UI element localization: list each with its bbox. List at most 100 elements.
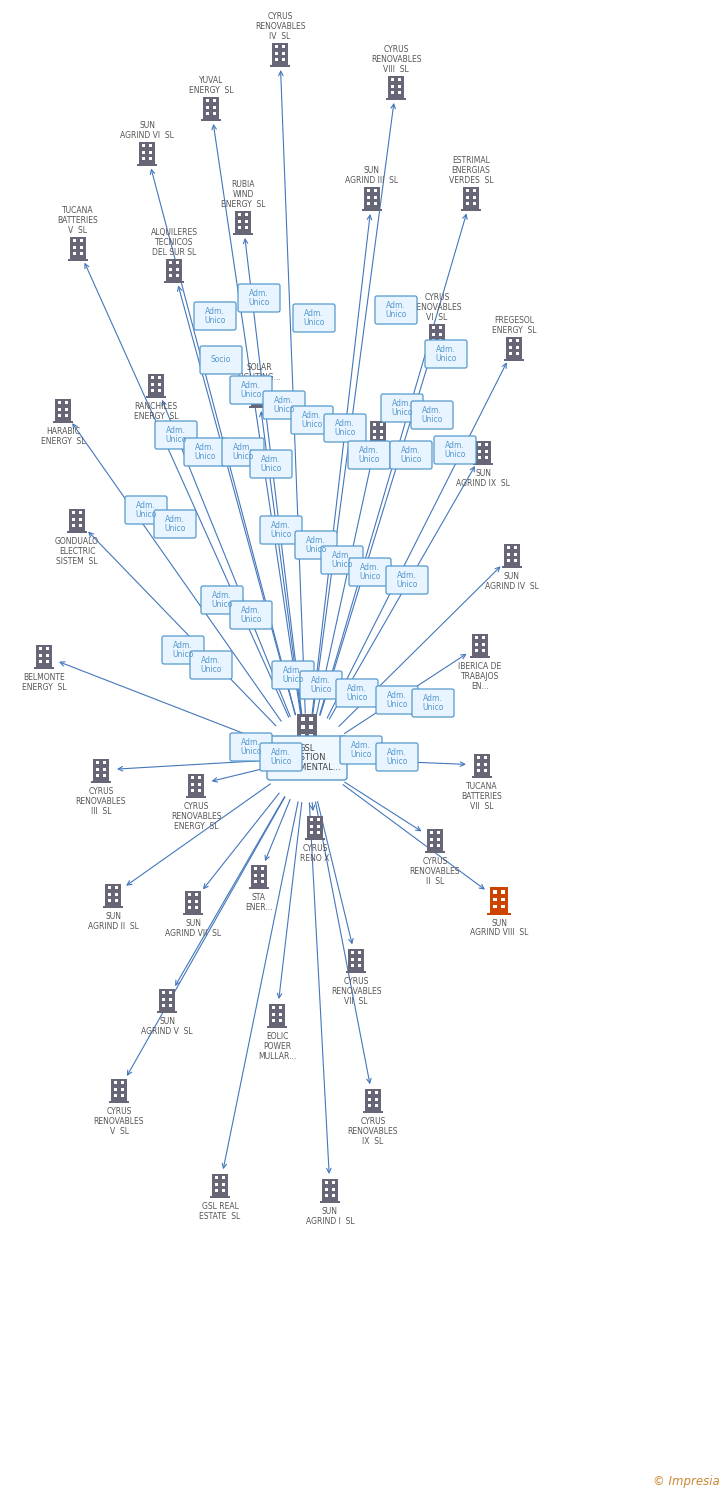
FancyBboxPatch shape bbox=[194, 302, 236, 330]
Bar bbox=[269, 64, 290, 68]
Bar bbox=[370, 422, 386, 442]
Bar bbox=[515, 352, 519, 356]
Bar bbox=[254, 393, 258, 396]
Text: TUCANA
BATTERIES
V  SL: TUCANA BATTERIES V SL bbox=[58, 207, 98, 236]
FancyBboxPatch shape bbox=[324, 414, 366, 442]
Text: CYRUS
RENOVABLES
VII  SL: CYRUS RENOVABLES VII SL bbox=[331, 976, 381, 1005]
Text: Adm.
Unico: Adm. Unico bbox=[240, 738, 261, 756]
Bar bbox=[39, 660, 42, 663]
Bar bbox=[146, 396, 167, 399]
Bar bbox=[55, 399, 71, 422]
Bar bbox=[472, 634, 488, 656]
Bar bbox=[194, 906, 198, 909]
Bar bbox=[114, 886, 118, 890]
Bar bbox=[65, 408, 68, 411]
Text: RUBIA
WIND
ENERGY  SL: RUBIA WIND ENERGY SL bbox=[221, 180, 265, 209]
Bar bbox=[114, 1082, 117, 1084]
Bar bbox=[169, 261, 173, 264]
Text: SUN
AGRIND I  SL: SUN AGRIND I SL bbox=[306, 1208, 355, 1225]
Bar bbox=[162, 992, 165, 994]
Bar bbox=[90, 782, 111, 783]
Bar bbox=[272, 44, 288, 64]
Text: Adm.
Unico: Adm. Unico bbox=[396, 570, 418, 590]
FancyBboxPatch shape bbox=[376, 742, 418, 771]
FancyBboxPatch shape bbox=[230, 376, 272, 404]
FancyBboxPatch shape bbox=[291, 406, 333, 433]
FancyBboxPatch shape bbox=[300, 670, 342, 699]
Text: SUN
AGRIND II  SL: SUN AGRIND II SL bbox=[87, 912, 138, 932]
Bar bbox=[121, 1082, 124, 1084]
Bar bbox=[79, 518, 82, 520]
Bar bbox=[494, 897, 497, 902]
Bar bbox=[148, 374, 164, 396]
Bar bbox=[504, 544, 520, 566]
Bar bbox=[482, 636, 485, 639]
Text: Adm.
Unico: Adm. Unico bbox=[400, 446, 422, 465]
FancyBboxPatch shape bbox=[295, 531, 337, 560]
Bar bbox=[373, 423, 376, 426]
Bar bbox=[238, 226, 242, 230]
FancyBboxPatch shape bbox=[321, 546, 363, 574]
Bar bbox=[325, 1194, 328, 1197]
Bar bbox=[279, 1020, 282, 1023]
Bar bbox=[317, 825, 320, 828]
Bar bbox=[215, 1176, 218, 1179]
Text: CYRUS
RENOVABLES
IX  SL: CYRUS RENOVABLES IX SL bbox=[348, 1118, 398, 1146]
Bar bbox=[475, 650, 478, 652]
Bar bbox=[309, 717, 313, 722]
Bar bbox=[261, 867, 264, 870]
FancyBboxPatch shape bbox=[184, 438, 226, 466]
Bar bbox=[151, 390, 154, 393]
FancyBboxPatch shape bbox=[260, 742, 302, 771]
Bar bbox=[162, 1005, 165, 1008]
Bar bbox=[357, 958, 361, 962]
FancyBboxPatch shape bbox=[190, 651, 232, 680]
Bar bbox=[502, 566, 523, 568]
Text: YUVAL
ENERGY  SL: YUVAL ENERGY SL bbox=[189, 76, 233, 94]
Bar bbox=[368, 1098, 371, 1101]
Bar bbox=[275, 45, 278, 48]
Bar bbox=[331, 1188, 335, 1191]
Text: SUN
AGRIND IV  SL: SUN AGRIND IV SL bbox=[485, 572, 539, 591]
Text: Adm.
Unico: Adm. Unico bbox=[194, 442, 215, 462]
Bar bbox=[266, 1026, 288, 1029]
Text: © Impresia: © Impresia bbox=[653, 1474, 720, 1488]
Bar bbox=[169, 998, 172, 1000]
Bar bbox=[157, 382, 161, 386]
Bar bbox=[79, 525, 82, 528]
Text: Adm.
Unico: Adm. Unico bbox=[305, 536, 327, 555]
FancyBboxPatch shape bbox=[267, 736, 347, 780]
FancyBboxPatch shape bbox=[376, 686, 418, 714]
Bar bbox=[475, 441, 491, 464]
Bar bbox=[507, 560, 510, 562]
FancyBboxPatch shape bbox=[250, 450, 292, 478]
Bar bbox=[475, 636, 478, 639]
Text: TUCANA
BATTERIES
VII  SL: TUCANA BATTERIES VII SL bbox=[462, 782, 502, 810]
Bar bbox=[96, 768, 100, 771]
Text: SOLAR
LIGHTING...: SOLAR LIGHTING... bbox=[237, 363, 281, 382]
Bar bbox=[108, 886, 111, 890]
Bar bbox=[238, 220, 242, 224]
Bar bbox=[513, 560, 517, 562]
Bar bbox=[507, 554, 510, 556]
Bar bbox=[301, 726, 305, 729]
Bar bbox=[275, 58, 278, 62]
Text: Adm.
Unico: Adm. Unico bbox=[205, 306, 226, 326]
Bar bbox=[351, 951, 355, 954]
FancyBboxPatch shape bbox=[390, 441, 432, 470]
Bar bbox=[261, 874, 264, 878]
Text: STA
ENER...: STA ENER... bbox=[245, 892, 273, 912]
Text: Adm.
Unico: Adm. Unico bbox=[387, 747, 408, 766]
Bar bbox=[357, 951, 361, 954]
Text: GSL
GESTION
DOCUMENTAL...: GSL GESTION DOCUMENTAL... bbox=[274, 744, 340, 772]
FancyBboxPatch shape bbox=[348, 441, 390, 470]
Bar bbox=[367, 196, 371, 200]
Text: Adm.
Unico: Adm. Unico bbox=[310, 675, 332, 694]
Bar bbox=[33, 668, 55, 669]
Bar bbox=[509, 352, 513, 356]
Bar bbox=[373, 202, 377, 206]
Bar bbox=[430, 839, 433, 842]
Bar bbox=[427, 346, 448, 348]
Bar bbox=[429, 324, 445, 346]
Bar bbox=[466, 189, 470, 192]
